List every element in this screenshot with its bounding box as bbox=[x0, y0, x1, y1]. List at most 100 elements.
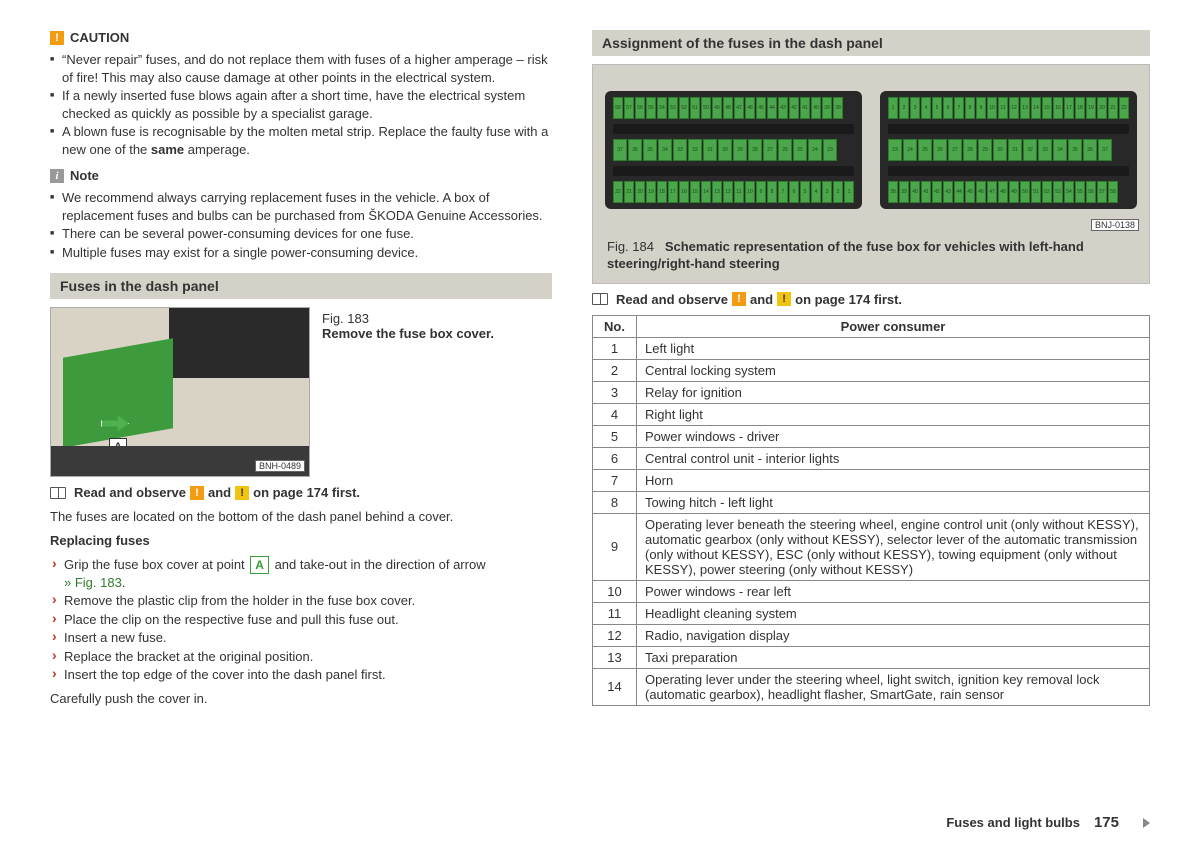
fuse-slot: 35 bbox=[643, 139, 657, 161]
fuse-slot: 6 bbox=[943, 97, 953, 119]
table-row: 13Taxi preparation bbox=[593, 646, 1150, 668]
fuse-slot: 56 bbox=[1086, 181, 1096, 203]
figure-number: Fig. 183 bbox=[322, 311, 494, 326]
fusebox-left-steering: 5857565554535251504948474645444342414039… bbox=[605, 91, 862, 209]
fuse-number-cell: 8 bbox=[593, 491, 637, 513]
fuse-slot: 8 bbox=[767, 181, 777, 203]
fuse-slot: 53 bbox=[668, 97, 678, 119]
fuse-slot: 4 bbox=[811, 181, 821, 203]
fuse-slot: 11 bbox=[998, 97, 1008, 119]
fuse-slot: 28 bbox=[963, 139, 977, 161]
fuse-slot: 15 bbox=[690, 181, 700, 203]
fuse-number-cell: 3 bbox=[593, 381, 637, 403]
caution-list: “Never repair” fuses, and do not replace… bbox=[50, 51, 552, 158]
step-item: Insert the top edge of the cover into th… bbox=[50, 666, 552, 684]
footer-section: Fuses and light bulbs bbox=[946, 815, 1080, 830]
fuse-slot: 31 bbox=[703, 139, 717, 161]
fuse-slot: 36 bbox=[628, 139, 642, 161]
page-number: 175 bbox=[1094, 814, 1119, 831]
replacing-heading: Replacing fuses bbox=[50, 533, 150, 548]
read-observe-text: and bbox=[750, 292, 773, 307]
fuse-slot: 33 bbox=[673, 139, 687, 161]
fuse-slot: 57 bbox=[624, 97, 634, 119]
fuse-slot: 19 bbox=[1086, 97, 1096, 119]
fuse-slot: 41 bbox=[800, 97, 810, 119]
dashboard-shadow bbox=[169, 308, 309, 378]
fuse-slot: 16 bbox=[679, 181, 689, 203]
fuse-slot: 33 bbox=[1038, 139, 1052, 161]
fuse-slot: 43 bbox=[943, 181, 953, 203]
fuse-slot: 45 bbox=[756, 97, 766, 119]
fuse-consumer-cell: Headlight cleaning system bbox=[637, 602, 1150, 624]
fuse-slot: 24 bbox=[808, 139, 822, 161]
fuse-slot: 3 bbox=[822, 181, 832, 203]
fuse-slot: 14 bbox=[1031, 97, 1041, 119]
fuse-slot: 48 bbox=[723, 97, 733, 119]
fuse-slot: 19 bbox=[646, 181, 656, 203]
table-row: 4Right light bbox=[593, 403, 1150, 425]
outro-paragraph: Carefully push the cover in. bbox=[50, 690, 552, 708]
fuse-slot: 10 bbox=[987, 97, 997, 119]
fuse-consumer-cell: Operating lever under the steering wheel… bbox=[637, 668, 1150, 705]
section-title-assignment: Assignment of the fuses in the dash pane… bbox=[592, 30, 1150, 56]
fuse-slot: 7 bbox=[954, 97, 964, 119]
fuse-slot: 29 bbox=[733, 139, 747, 161]
marker-a-inline: A bbox=[250, 556, 269, 574]
fuse-number-cell: 7 bbox=[593, 469, 637, 491]
fuse-slot: 26 bbox=[933, 139, 947, 161]
fuse-slot: 2 bbox=[833, 181, 843, 203]
caution-header: ! CAUTION bbox=[50, 30, 552, 45]
page-footer: Fuses and light bulbs 175 bbox=[946, 814, 1150, 831]
table-row: 3Relay for ignition bbox=[593, 381, 1150, 403]
fuse-slot: 49 bbox=[1009, 181, 1019, 203]
fuse-slot: 34 bbox=[658, 139, 672, 161]
fuse-number-cell: 13 bbox=[593, 646, 637, 668]
section-title-fuses-dash: Fuses in the dash panel bbox=[50, 273, 552, 299]
fuse-slot: 24 bbox=[903, 139, 917, 161]
table-row: 11Headlight cleaning system bbox=[593, 602, 1150, 624]
table-row: 12Radio, navigation display bbox=[593, 624, 1150, 646]
fuse-consumer-cell: Central control unit - interior lights bbox=[637, 447, 1150, 469]
fuse-slot: 20 bbox=[635, 181, 645, 203]
fuse-slot: 6 bbox=[789, 181, 799, 203]
fuse-slot: 57 bbox=[1097, 181, 1107, 203]
figure-184-image: 5857565554535251504948474645444342414039… bbox=[599, 71, 1143, 233]
fuse-consumer-cell: Central locking system bbox=[637, 359, 1150, 381]
figure-link[interactable]: » Fig. 183 bbox=[64, 575, 122, 590]
read-observe-line: Read and observe ! and ! on page 174 fir… bbox=[50, 485, 552, 500]
fuse-slot: 42 bbox=[932, 181, 942, 203]
figure-number: Fig. 184 bbox=[607, 239, 654, 254]
note-item: There can be several power-consuming dev… bbox=[50, 225, 552, 243]
fuse-slot: 55 bbox=[646, 97, 656, 119]
caution-yellow-icon: ! bbox=[777, 292, 791, 306]
fuse-slot: 39 bbox=[899, 181, 909, 203]
figure-183-row: A BNH-0489 Fig. 183 Remove the fuse box … bbox=[50, 307, 552, 477]
fuse-assignment-table: No. Power consumer 1Left light2Central l… bbox=[592, 315, 1150, 706]
fuse-slot: 15 bbox=[1042, 97, 1052, 119]
fuse-consumer-cell: Power windows - driver bbox=[637, 425, 1150, 447]
table-row: 14Operating lever under the steering whe… bbox=[593, 668, 1150, 705]
fuse-slot: 40 bbox=[811, 97, 821, 119]
fuse-slot: 21 bbox=[1108, 97, 1118, 119]
fuse-slot: 11 bbox=[734, 181, 744, 203]
fuse-slot: 47 bbox=[987, 181, 997, 203]
fuse-slot: 25 bbox=[793, 139, 807, 161]
table-row: 7Horn bbox=[593, 469, 1150, 491]
caution-yellow-icon: ! bbox=[235, 486, 249, 500]
fuse-slot: 9 bbox=[976, 97, 986, 119]
fuse-slot: 46 bbox=[745, 97, 755, 119]
fuse-slot: 44 bbox=[954, 181, 964, 203]
fuse-slot: 45 bbox=[965, 181, 975, 203]
read-observe-text: Read and observe bbox=[74, 485, 186, 500]
fuse-slot: 38 bbox=[833, 97, 843, 119]
fuse-slot: 50 bbox=[1020, 181, 1030, 203]
right-column: Assignment of the fuses in the dash pane… bbox=[592, 30, 1150, 825]
step-item: Remove the plastic clip from the holder … bbox=[50, 592, 552, 610]
fuse-slot: 51 bbox=[1031, 181, 1041, 203]
fuse-slot: 29 bbox=[978, 139, 992, 161]
fuse-slot: 41 bbox=[921, 181, 931, 203]
read-observe-text: on page 174 first. bbox=[253, 485, 360, 500]
fuse-slot: 37 bbox=[613, 139, 627, 161]
fuse-slot: 17 bbox=[1064, 97, 1074, 119]
fuse-slot: 12 bbox=[1009, 97, 1019, 119]
